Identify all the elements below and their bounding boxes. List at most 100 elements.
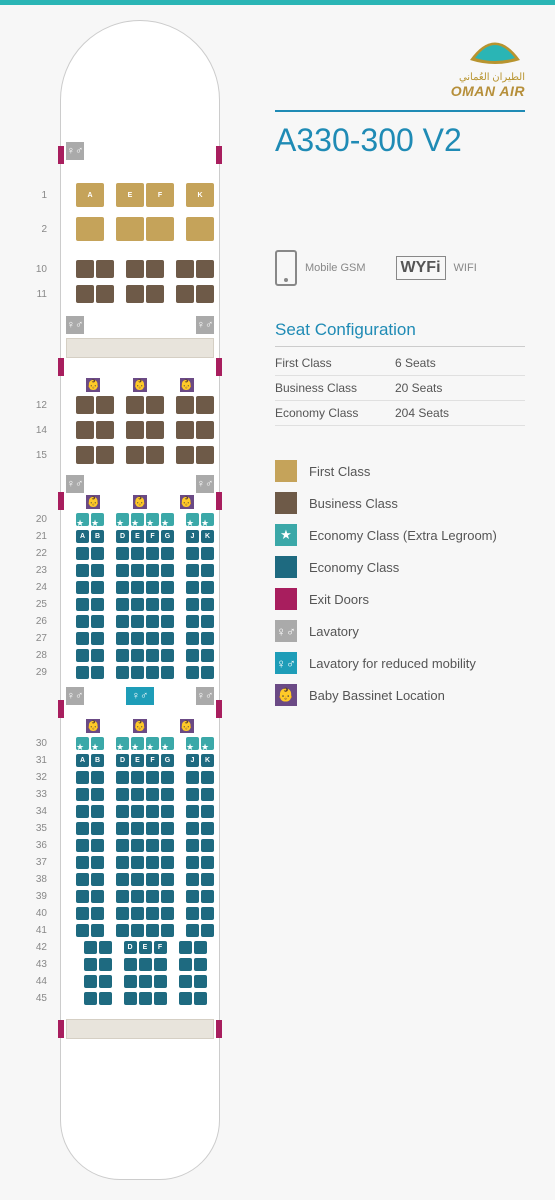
seat xyxy=(116,788,129,801)
seat xyxy=(179,941,192,954)
seat-row: 31ABDEFGJK xyxy=(20,752,260,768)
seat xyxy=(116,805,129,818)
seat xyxy=(131,649,144,662)
seat: K xyxy=(201,754,214,767)
seat xyxy=(116,615,129,628)
seat: ★ xyxy=(161,513,174,526)
seat xyxy=(84,958,97,971)
seat xyxy=(76,856,89,869)
seat xyxy=(76,615,89,628)
seat-row: 15 xyxy=(20,444,260,466)
seat xyxy=(146,924,159,937)
seat xyxy=(131,822,144,835)
legend-item: ♀♂Lavatory xyxy=(275,620,525,642)
seat xyxy=(91,822,104,835)
seat xyxy=(194,992,207,1005)
seat-row: 42DEF xyxy=(20,939,260,955)
seat xyxy=(196,260,214,278)
seat xyxy=(201,839,214,852)
seat xyxy=(76,839,89,852)
seat xyxy=(201,547,214,560)
seat xyxy=(154,958,167,971)
seat xyxy=(186,564,199,577)
seat xyxy=(201,598,214,611)
legend-item: ★Economy Class (Extra Legroom) xyxy=(275,524,525,546)
exit-door xyxy=(216,492,222,510)
seat xyxy=(186,856,199,869)
seat xyxy=(91,788,104,801)
config-heading: Seat Configuration xyxy=(275,320,525,347)
seat xyxy=(126,285,144,303)
seat-row: 39 xyxy=(20,888,260,904)
seat xyxy=(161,788,174,801)
seat xyxy=(76,421,94,439)
brand-arabic: الطيران العُماني xyxy=(451,72,525,83)
seat xyxy=(201,907,214,920)
seat: A xyxy=(76,183,104,207)
seat xyxy=(96,421,114,439)
seat xyxy=(146,907,159,920)
seat xyxy=(76,771,89,784)
lavatory-icon: ♀♂ xyxy=(66,142,84,160)
seat: D xyxy=(124,941,137,954)
bassinet-row: 👶👶👶 xyxy=(20,495,260,509)
seat xyxy=(131,666,144,679)
seat-row: 45 xyxy=(20,990,260,1006)
seat: ★ xyxy=(186,513,199,526)
seat xyxy=(186,907,199,920)
seat xyxy=(146,632,159,645)
seat xyxy=(76,666,89,679)
seat: ★ xyxy=(116,513,129,526)
seat xyxy=(91,632,104,645)
seat xyxy=(201,581,214,594)
seat xyxy=(91,771,104,784)
seat xyxy=(146,421,164,439)
seat xyxy=(146,805,159,818)
seat xyxy=(186,839,199,852)
seat xyxy=(76,924,89,937)
seat xyxy=(91,615,104,628)
seat-row: 33 xyxy=(20,786,260,802)
seat: ★ xyxy=(91,737,104,750)
seat xyxy=(96,446,114,464)
seat xyxy=(196,396,214,414)
seat xyxy=(91,805,104,818)
lavatory-row: ♀♂♀♂♀♂ xyxy=(20,687,260,705)
seat xyxy=(179,958,192,971)
bassinet-row: 👶👶👶 xyxy=(20,719,260,733)
seat-row: 20★★★★★★★★ xyxy=(20,511,260,527)
seat xyxy=(116,632,129,645)
seat xyxy=(131,924,144,937)
seat xyxy=(194,975,207,988)
seat xyxy=(91,598,104,611)
galley xyxy=(66,1019,214,1039)
feature-gsm: Mobile GSM xyxy=(275,250,366,286)
legend-item: Economy Class xyxy=(275,556,525,578)
seat xyxy=(91,666,104,679)
legend-item: Exit Doors xyxy=(275,588,525,610)
seat xyxy=(124,958,137,971)
seat xyxy=(76,873,89,886)
seat xyxy=(76,547,89,560)
seat xyxy=(91,924,104,937)
seat xyxy=(201,771,214,784)
seat xyxy=(186,805,199,818)
seat xyxy=(146,873,159,886)
seat xyxy=(201,666,214,679)
seat xyxy=(76,446,94,464)
seat: G xyxy=(161,754,174,767)
seat xyxy=(186,581,199,594)
seat xyxy=(176,285,194,303)
legend-item: 👶Baby Bassinet Location xyxy=(275,684,525,706)
seat xyxy=(186,890,199,903)
seat xyxy=(76,907,89,920)
brand-name: OMAN AIR xyxy=(451,83,525,99)
seat xyxy=(116,217,144,241)
seat: F xyxy=(154,941,167,954)
seat-row: 22 xyxy=(20,545,260,561)
seat xyxy=(186,547,199,560)
seat xyxy=(146,615,159,628)
seat-row: 36 xyxy=(20,837,260,853)
seat-map: ♀♂ 1AEFK21011♀♂♀♂👶👶👶121415♀♂♀♂👶👶👶20★★★★★… xyxy=(20,20,260,1180)
seat xyxy=(116,649,129,662)
